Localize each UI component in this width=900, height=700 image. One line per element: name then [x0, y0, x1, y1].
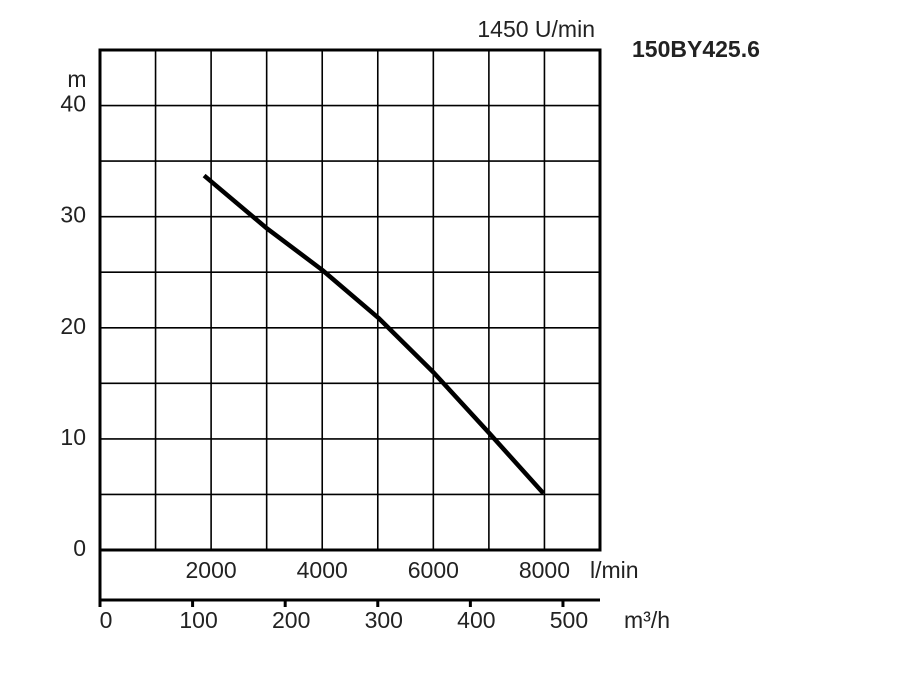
y-axis-label: m [67, 66, 86, 92]
y-tick-label: 30 [60, 202, 86, 228]
speed-label: 1450 U/min [477, 16, 595, 42]
x-tick-label: 4000 [297, 557, 348, 583]
x2-tick-label: 100 [179, 607, 217, 633]
y-tick-label: 20 [60, 313, 86, 339]
x-tick-label: 2000 [186, 557, 237, 583]
x-axis-label: l/min [590, 557, 639, 583]
plot-frame [98, 48, 602, 552]
y-tick-label: 0 [73, 535, 86, 561]
x2-axis-label: m³/h [624, 607, 670, 633]
pump-curve [202, 173, 546, 495]
x2-tick-label: 300 [365, 607, 403, 633]
x2-tick-label: 200 [272, 607, 310, 633]
x-tick-label: 6000 [408, 557, 459, 583]
y-tick-label: 40 [60, 91, 86, 117]
chart-title: 150BY425.6 [632, 36, 760, 62]
x2-tick-label: 0 [100, 607, 113, 633]
x2-tick-label: 400 [457, 607, 495, 633]
y-tick-label: 10 [60, 424, 86, 450]
x-tick-label: 8000 [519, 557, 570, 583]
x2-tick-label: 500 [550, 607, 588, 633]
